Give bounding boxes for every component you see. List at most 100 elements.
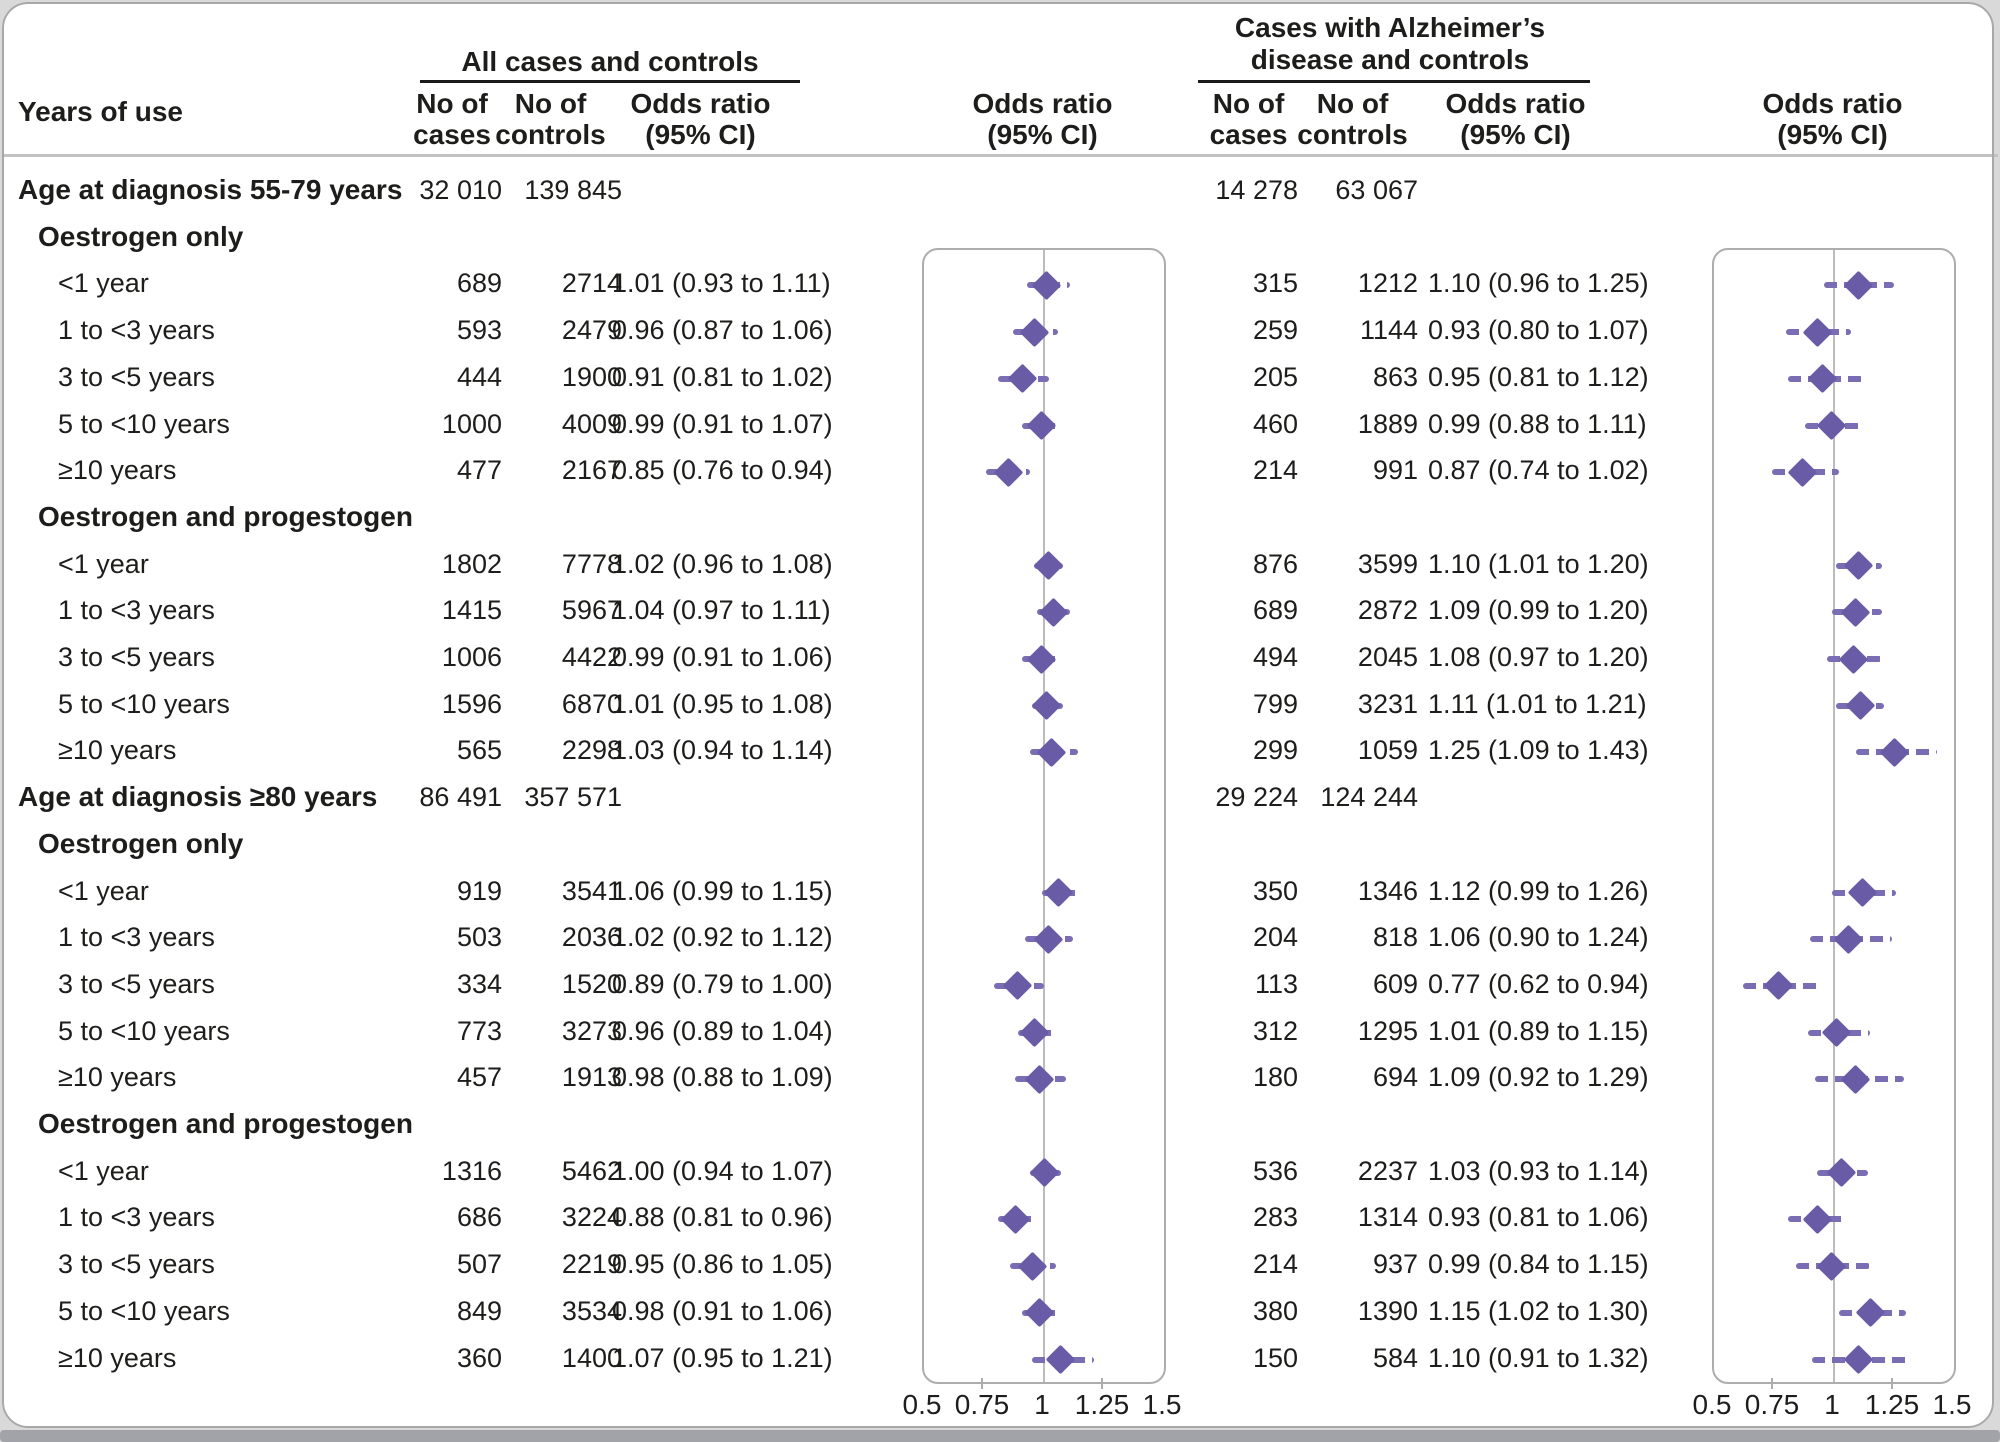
odds-ratio-value: 1.10 (1.01 to 1.20) [1428,548,1649,579]
row-label: <1 year [58,1155,149,1186]
cases-value: 205 [1252,361,1298,392]
controls-value: 2167 [561,455,622,486]
controls-value: 3599 [1357,548,1418,579]
odds-ratio-value: 1.03 (0.93 to 1.14) [1428,1155,1649,1186]
group-label: Oestrogen and progestogen [38,1108,413,1139]
reference-line [1043,250,1045,1382]
odds-ratio-value: 1.08 (0.97 to 1.20) [1428,642,1649,672]
or-diamond [1847,877,1878,908]
row-label: 5 to <10 years [58,688,230,719]
cases-value: 460 [1252,408,1298,439]
or-diamond [1802,1204,1833,1235]
cases-value: 457 [456,1062,502,1093]
all-cases-panel-header: All cases and controls [461,46,759,77]
cases-value: 876 [1252,548,1298,579]
controls-value: 2479 [561,315,622,346]
cases-value: 334 [456,968,502,999]
cases-value: 180 [1252,1062,1298,1093]
cases-value: 113 [1254,968,1298,999]
axis-tick [1100,1378,1104,1389]
odds-ratio-value: 0.88 (0.81 to 0.96) [612,1202,833,1233]
cases-value: 1596 [441,688,502,719]
or-diamond [1045,1344,1076,1375]
controls-value: 937 [1372,1249,1418,1280]
odds-ratio-value: 1.06 (0.90 to 1.24) [1428,922,1649,953]
cases-value: 380 [1252,1295,1298,1326]
row-label: 1 to <3 years [58,315,215,346]
group-label: Oestrogen and progestogen [38,500,413,532]
axis-tick-label: 1.25 [1074,1389,1130,1420]
total-controls: 139 845 [524,175,622,205]
controls-value: 818 [1372,922,1418,953]
controls-value: 2714 [561,268,622,299]
odds-ratio-value: 1.07 (0.95 to 1.21) [612,1342,833,1373]
odds-ratio-value: 0.91 (0.81 to 1.02) [612,361,833,392]
odds-ratio-value: 0.87 (0.74 to 1.02) [1428,455,1649,486]
cases-value: 350 [1252,875,1298,906]
or-diamond [1043,877,1074,908]
controls-value: 1520 [561,968,622,999]
bottom-bar [0,1430,2000,1442]
odds-ratio-value: 1.01 (0.89 to 1.15) [1428,1015,1649,1046]
controls-value: 1346 [1357,875,1418,906]
row-label: 1 to <3 years [58,1202,215,1233]
controls-value: 694 [1372,1062,1418,1093]
axis-tick [1770,1378,1774,1389]
controls-value: 1212 [1357,268,1418,299]
forest-plot-all-cases [922,248,1166,1384]
or-diamond [1024,1297,1055,1328]
or-diamond [993,457,1023,488]
or-diamond [1816,410,1847,441]
cases-value: 315 [1252,268,1298,299]
or-diamond [1763,971,1794,1001]
axis-tick-label: 0.75 [1744,1389,1800,1420]
cases-value: 503 [456,922,502,953]
controls-value: 1059 [1357,735,1418,766]
row-label: ≥10 years [58,455,177,486]
axis-tick-label: 0.75 [954,1389,1010,1420]
row-label: 1 to <3 years [58,595,215,626]
or-diamond [1826,1157,1857,1188]
controls-value: 5967 [561,595,622,626]
controls-value: 1889 [1357,408,1418,439]
cases-value: 150 [1252,1342,1298,1373]
controls-value: 3231 [1357,688,1418,719]
cases-value: 799 [1252,688,1298,719]
all-cases-col-header-line1: No of [416,88,488,119]
alzheimers-panel-header-line2: disease and controls [1250,44,1530,75]
all-or-col-header-line1: Odds ratio [630,88,771,119]
total-controls: 63 067 [1335,175,1418,205]
cases-value: 919 [456,875,502,906]
or-diamond [1879,737,1909,768]
odds-ratio-value: 0.93 (0.81 to 1.06) [1428,1202,1649,1233]
years-of-use-header: Years of use [18,96,183,127]
all-cases-col-header-line2: cases [413,119,491,150]
controls-value: 6870 [561,688,622,719]
controls-value: 1390 [1357,1295,1418,1326]
row-label: 3 to <5 years [58,1249,215,1280]
row-label: ≥10 years [58,1062,177,1093]
cases-value: 565 [456,735,502,766]
all-cases-header-underline [420,80,800,83]
or-diamond [1007,363,1038,394]
all-controls-col-header-line1: No of [514,88,587,119]
cases-value: 204 [1252,922,1298,953]
alzheimers-panel-header-line1: Cases with Alzheimer’s [1234,12,1546,43]
odds-ratio-value: 1.09 (0.99 to 1.20) [1428,595,1649,626]
row-label: ≥10 years [58,735,177,766]
cases-value: 507 [456,1249,502,1280]
forest-plot-alzheimers [1712,248,1956,1384]
cases-value: 1802 [441,548,502,579]
all-or-col-header-line2: (95% CI) [645,119,756,150]
or-diamond [1033,550,1064,581]
row-label: 5 to <10 years [58,1295,230,1326]
controls-value: 3224 [561,1202,622,1233]
or-diamond [1843,270,1873,301]
odds-ratio-value: 0.95 (0.81 to 1.12) [1428,361,1649,392]
cases-value: 214 [1252,1249,1298,1280]
row-label: 3 to <5 years [58,361,215,392]
odds-ratio-value: 0.85 (0.76 to 0.94) [612,455,833,486]
controls-value: 2237 [1357,1155,1418,1186]
row-label: 1 to <3 years [58,922,215,953]
